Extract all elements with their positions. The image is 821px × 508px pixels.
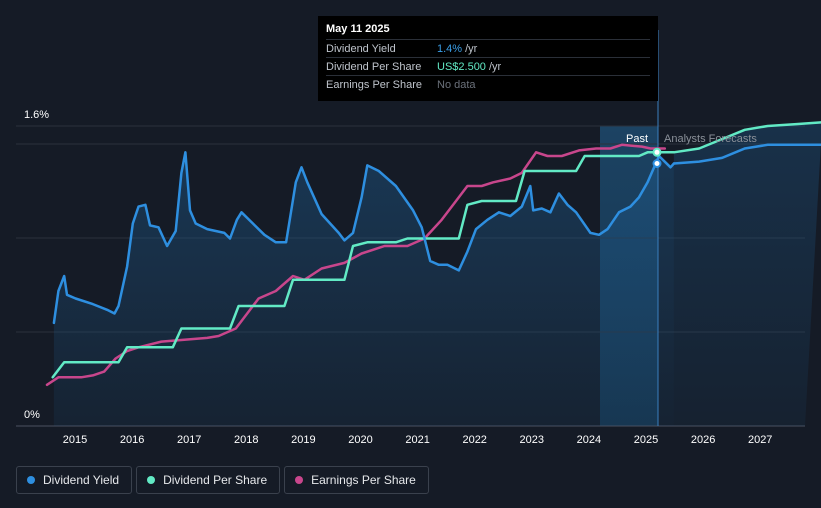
x-axis: 2015 2016 2017 2018 2019 2020 2021 2022 2023 2024… [63, 434, 773, 446]
x-tick-label: 2019 [291, 434, 315, 446]
tooltip-label: Dividend Per Share [326, 60, 422, 73]
tooltip: May 11 2025 Dividend Yield 1.4% /yr Divi… [318, 16, 658, 101]
x-tick-label: 2015 [63, 434, 87, 446]
y-tick-top: 1.6% [24, 109, 49, 121]
dividend-per-share-marker [652, 147, 662, 157]
forecast-area [673, 122, 821, 426]
legend-dot-icon [27, 476, 35, 484]
x-tick-label: 2025 [634, 434, 658, 446]
legend-item-earnings-per-share[interactable]: Earnings Per Share [284, 466, 429, 494]
dividend-yield-marker [652, 159, 662, 168]
tooltip-value: No data [437, 78, 476, 91]
x-tick-label: 2021 [405, 434, 429, 446]
tooltip-row-earnings-per-share: Earnings Per Share No data [326, 75, 650, 93]
legend-label: Dividend Per Share [163, 473, 268, 487]
tooltip-label: Dividend Yield [326, 42, 396, 55]
legend-label: Dividend Yield [43, 473, 120, 487]
past-label: Past [626, 133, 648, 145]
dividend-yield-area [53, 152, 674, 427]
tooltip-value: 1.4% [437, 42, 463, 55]
y-tick-bottom: 0% [24, 409, 40, 421]
dividend-yield-forecast-line [673, 143, 821, 165]
forecast-label: Analysts Forecasts [664, 133, 757, 145]
x-tick-label: 2018 [234, 434, 258, 446]
x-tick-label: 2016 [120, 434, 144, 446]
x-tick-label: 2024 [577, 434, 601, 446]
legend-dot-icon [295, 476, 304, 484]
legend-item-dividend-yield[interactable]: Dividend Yield [16, 466, 133, 494]
x-tick-label: 2027 [748, 434, 772, 446]
x-tick-label: 2022 [462, 434, 486, 446]
tooltip-date: May 11 2025 [326, 23, 390, 35]
dividend-yield-line [52, 151, 676, 325]
tooltip-label: Earnings Per Share [326, 78, 422, 91]
legend-dot-icon [147, 476, 156, 484]
tooltip-unit: /yr [488, 60, 502, 73]
x-tick-label: 2023 [520, 434, 544, 446]
legend: Dividend Yield Dividend Per Share Earnin… [16, 466, 429, 494]
tooltip-unit: /yr [465, 42, 478, 55]
x-tick-label: 2017 [177, 434, 201, 446]
earnings-per-share-line [45, 143, 667, 387]
tooltip-row-dividend-yield: Dividend Yield 1.4% /yr [326, 39, 650, 57]
legend-label: Earnings Per Share [311, 473, 416, 487]
legend-item-dividend-per-share[interactable]: Dividend Per Share [136, 466, 281, 494]
x-tick-label: 2020 [348, 434, 372, 446]
tooltip-value: US$2.500 [437, 60, 486, 73]
x-tick-label: 2026 [691, 434, 715, 446]
hover-markers [652, 147, 662, 168]
tooltip-row-dividend-per-share: Dividend Per Share US$2.500 /yr [326, 57, 650, 75]
